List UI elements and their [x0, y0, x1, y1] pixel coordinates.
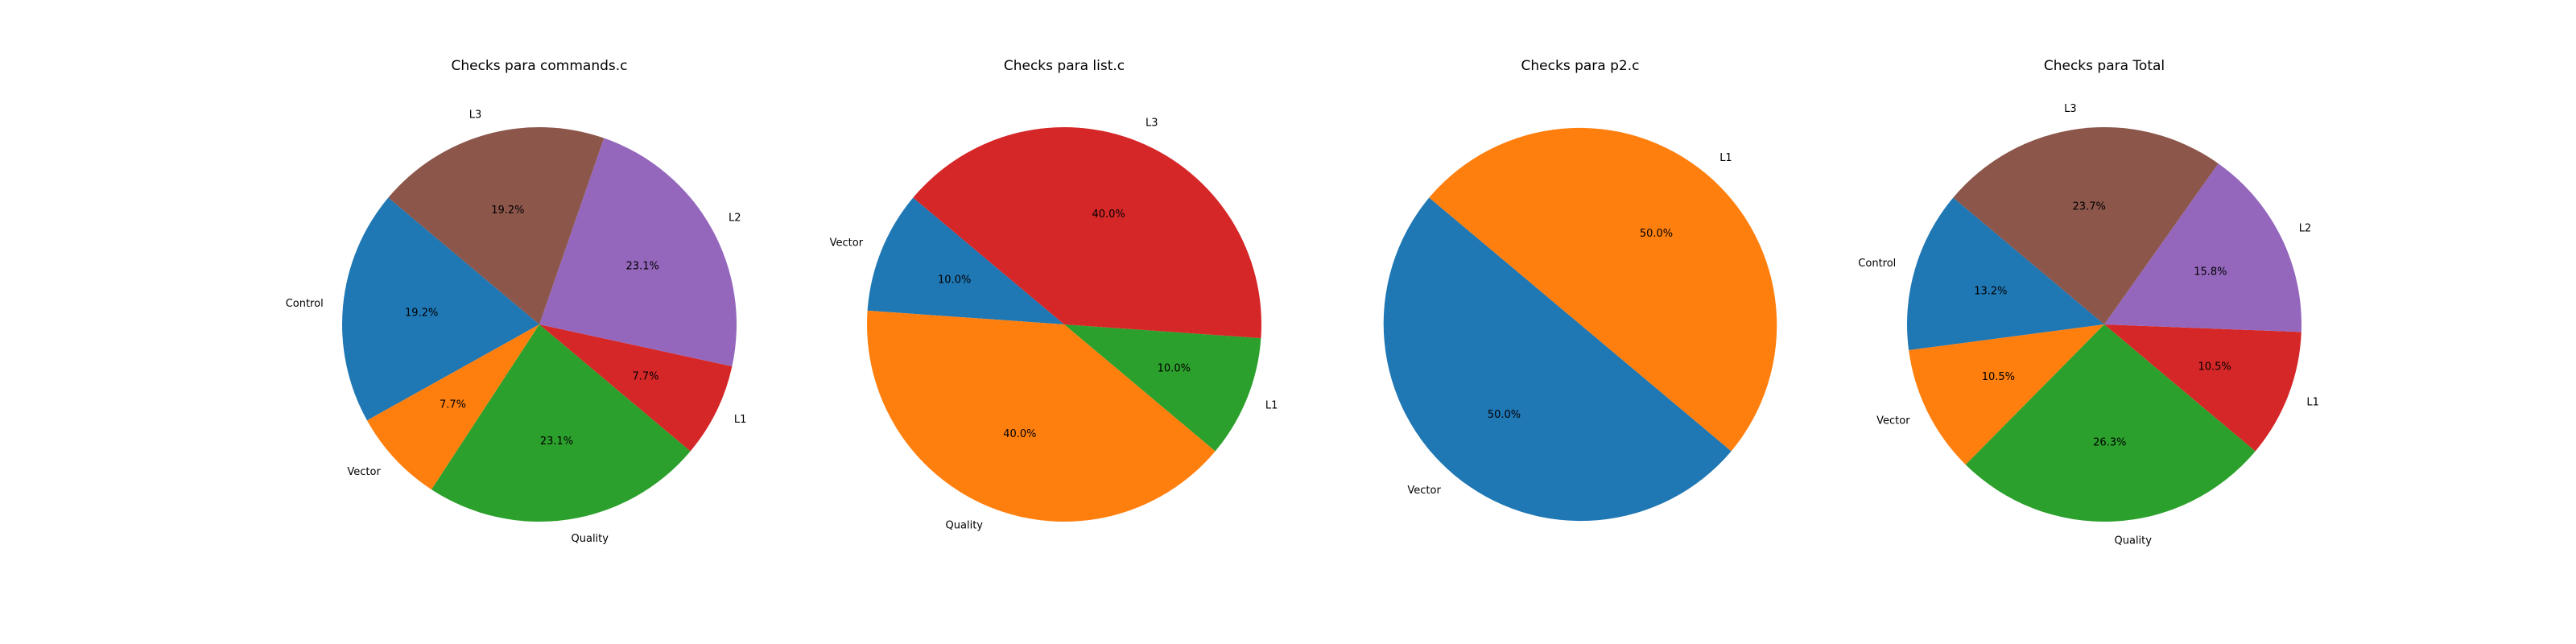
slice-percent-label: 40.0%: [1092, 208, 1125, 221]
slice-percent-label: 10.5%: [2198, 361, 2231, 373]
pie-slice-vector: [867, 197, 1064, 324]
pie-slice-vector: [1383, 197, 1732, 522]
slice-category-label: Control: [1858, 258, 1896, 270]
pie-slice-control: [1907, 197, 2104, 351]
slice-percent-label: 7.7%: [632, 370, 658, 382]
slice-category-label: Vector: [1407, 485, 1441, 497]
slice-percent-label: 10.0%: [938, 274, 971, 286]
slice-category-label: L3: [469, 109, 482, 122]
pie-chart-4: Checks para Total 13.2% Control 10.5% Vector…: [1858, 58, 2319, 547]
pie-slice-l1: [2104, 324, 2301, 452]
pie-chart-1: Checks para commands.c 19.2% Control 7.7% Ve…: [286, 58, 747, 545]
slice-category-label: Quality: [572, 533, 609, 545]
slice-percent-label: 15.8%: [2194, 266, 2227, 279]
slice-percent-label: 50.0%: [1640, 228, 1673, 240]
pie-slice-quality: [431, 324, 691, 522]
slice-percent-label: 23.7%: [2073, 201, 2106, 213]
slice-percent-label: 40.0%: [1003, 428, 1036, 440]
pie-slice-l3: [913, 127, 1261, 339]
slice-category-label: L1: [2306, 397, 2319, 409]
pie-slice-l1: [1064, 324, 1261, 452]
pie-slice-vector: [366, 324, 539, 490]
slice-percent-label: 13.2%: [1974, 285, 2007, 297]
pie-slice-l3: [1953, 127, 2219, 324]
pie-slice-l2: [539, 138, 737, 367]
slice-category-label: Control: [286, 298, 324, 310]
slice-category-label: Quality: [946, 519, 984, 531]
chart-title: Checks para commands.c: [451, 58, 627, 74]
slice-category-label: Quality: [2115, 535, 2153, 547]
pie-slice-l2: [2104, 163, 2302, 332]
pie-slice-quality: [1965, 324, 2256, 522]
slice-category-label: L1: [734, 414, 747, 426]
chart-title: Checks para list.c: [1004, 58, 1125, 74]
pie-slice-l1: [539, 324, 733, 452]
slice-percent-label: 10.5%: [1982, 371, 2015, 383]
slice-percent-label: 7.7%: [440, 399, 466, 411]
slice-category-label: Vector: [830, 237, 864, 250]
slice-category-label: Vector: [1876, 415, 1910, 427]
slice-percent-label: 23.1%: [626, 261, 659, 273]
slice-percent-label: 50.0%: [1488, 409, 1521, 421]
slice-percent-label: 10.0%: [1158, 363, 1191, 375]
pie-chart-2: Checks para list.c 10.0% Vector 40.0% Qualit…: [830, 58, 1278, 531]
slice-percent-label: 19.2%: [491, 204, 524, 217]
slice-percent-label: 26.3%: [2093, 436, 2126, 448]
slice-category-label: Vector: [347, 466, 381, 478]
slice-percent-label: 19.2%: [405, 308, 438, 320]
pie-slice-vector: [1909, 324, 2104, 465]
pie-slice-control: [342, 197, 539, 421]
slice-percent-label: 23.1%: [540, 436, 573, 448]
slice-category-label: L3: [2064, 103, 2077, 115]
chart-title: Checks para Total: [2044, 58, 2165, 74]
chart-title: Checks para p2.c: [1521, 58, 1640, 74]
slice-category-label: L3: [1146, 118, 1158, 130]
pie-slice-l3: [388, 127, 605, 324]
slice-category-label: L2: [2299, 222, 2312, 234]
pie-chart-3: Checks para p2.c 50.0% Vector 50.0% L1: [1383, 58, 1777, 522]
pie-slice-l1: [1429, 127, 1777, 452]
slice-category-label: L1: [1719, 152, 1732, 164]
slice-category-label: L1: [1265, 400, 1278, 412]
pie-slice-quality: [867, 310, 1216, 522]
slice-category-label: L2: [729, 213, 741, 225]
